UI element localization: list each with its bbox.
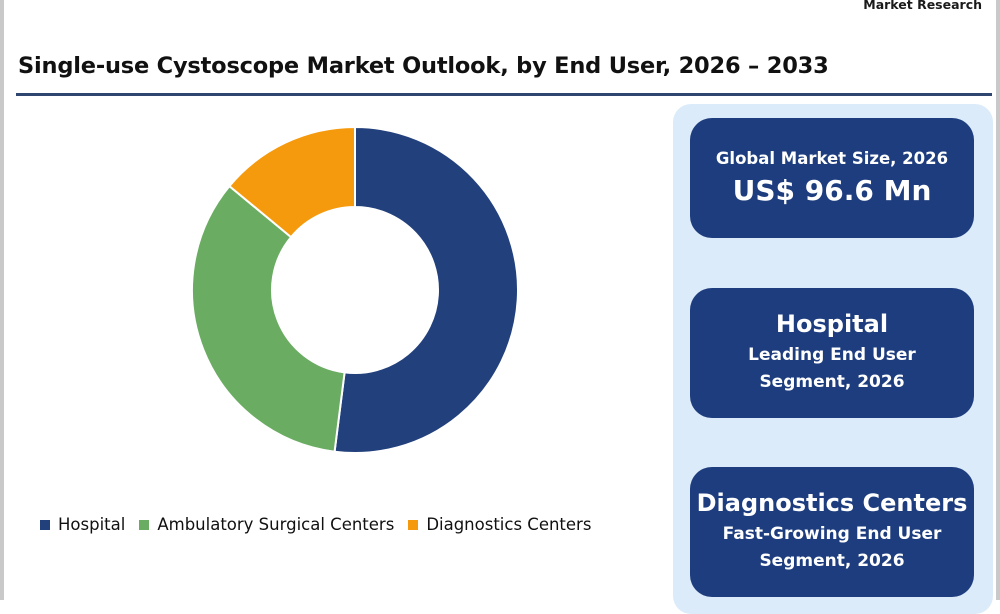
legend-label-diagnostics: Diagnostics Centers	[426, 515, 592, 534]
brand-text: Market Research	[863, 0, 982, 12]
legend-swatch-diagnostics	[408, 519, 419, 530]
donut-chart	[191, 125, 519, 454]
leading-segment-name: Hospital	[775, 309, 889, 338]
leading-segment-desc-2: Segment, 2026	[759, 372, 905, 392]
growing-segment-desc-2: Segment, 2026	[759, 551, 905, 571]
growing-segment-card: Diagnostics Centers Fast-Growing End Use…	[690, 467, 974, 597]
leading-segment-desc-1: Leading End User	[748, 344, 916, 365]
donut-slice-hospital	[333, 125, 519, 454]
left-frame-border	[0, 0, 4, 600]
market-size-label: Global Market Size, 2026	[715, 149, 949, 169]
legend-item-hospital: Hospital	[40, 515, 125, 534]
donut-slice-ambulatory	[191, 184, 346, 453]
legend-item-diagnostics: Diagnostics Centers	[408, 515, 591, 534]
legend-swatch-ambulatory	[139, 519, 150, 530]
market-size-value: US$ 96.6 Mn	[732, 173, 932, 207]
growing-segment-name: Diagnostics Centers	[696, 488, 968, 517]
chart-legend: Hospital Ambulatory Surgical Centers Dia…	[40, 515, 605, 534]
chart-title: Single-use Cystoscope Market Outlook, by…	[18, 53, 829, 79]
title-divider	[16, 93, 992, 96]
donut-slice-diagnostics	[227, 125, 356, 239]
right-frame-border	[996, 0, 1000, 600]
legend-item-ambulatory: Ambulatory Surgical Centers	[139, 515, 394, 534]
legend-label-hospital: Hospital	[58, 515, 126, 534]
leading-segment-card: Hospital Leading End User Segment, 2026	[690, 288, 974, 418]
growing-segment-desc-1: Fast-Growing End User	[722, 523, 942, 544]
legend-swatch-hospital	[40, 519, 50, 530]
market-size-card: Global Market Size, 2026 US$ 96.6 Mn	[690, 118, 974, 238]
legend-label-ambulatory: Ambulatory Surgical Centers	[157, 515, 395, 534]
